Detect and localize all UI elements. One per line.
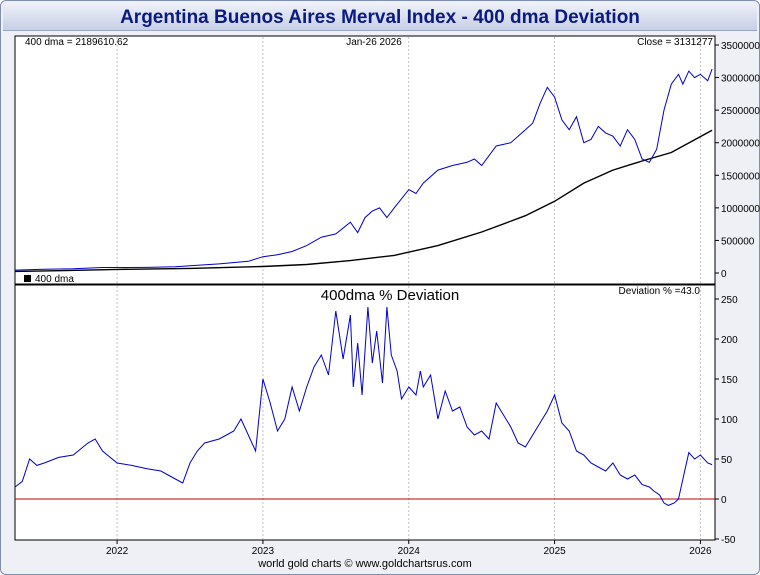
price-y-tick-label: 1000000 bbox=[721, 204, 760, 215]
deviation-y-tick-label: 150 bbox=[721, 375, 738, 386]
price-y-tick-label: 0 bbox=[721, 269, 727, 280]
deviation-y-axis: -50 0 50 100 150 200 250 bbox=[715, 295, 738, 546]
price-y-tick-label: 2000000 bbox=[721, 139, 760, 150]
dma-series-line bbox=[14, 129, 713, 273]
deviation-y-tick-label: -50 bbox=[721, 535, 736, 546]
price-y-tick-label: 3000000 bbox=[721, 74, 760, 85]
close-label: Close = 3131277 bbox=[637, 37, 713, 48]
x-tick-label: 2022 bbox=[106, 546, 129, 557]
x-tick-label: 2024 bbox=[398, 546, 421, 557]
price-y-tick-label: 500000 bbox=[721, 236, 755, 247]
x-tick-label: 2023 bbox=[252, 546, 275, 557]
deviation-value-label: Deviation % =43.0 bbox=[619, 286, 701, 297]
deviation-series-line bbox=[14, 306, 713, 506]
deviation-y-tick-label: 50 bbox=[721, 455, 733, 466]
price-series-line bbox=[14, 68, 713, 271]
date-label: Jan-26 2026 bbox=[346, 37, 402, 48]
footer-credit: world gold charts © www.goldchartsrus.co… bbox=[258, 558, 472, 570]
title-bar: Argentina Buenos Aires Merval Index - 40… bbox=[3, 3, 757, 31]
deviation-y-tick-label: 100 bbox=[721, 415, 738, 426]
price-panel bbox=[14, 35, 716, 285]
deviation-y-tick-label: 0 bbox=[721, 495, 727, 506]
deviation-y-tick-label: 200 bbox=[721, 335, 738, 346]
price-y-tick-label: 3500000 bbox=[721, 41, 760, 52]
price-y-tick-label: 2500000 bbox=[721, 106, 760, 117]
x-axis: 2022 2023 2024 2025 2026 bbox=[106, 540, 712, 557]
x-tick-label: 2026 bbox=[689, 546, 712, 557]
dma-value-label: 400 dma = 2189610.62 bbox=[25, 37, 129, 48]
chart-title: Argentina Buenos Aires Merval Index - 40… bbox=[120, 7, 640, 28]
black-square-icon bbox=[24, 275, 31, 282]
price-y-tick-label: 1500000 bbox=[721, 171, 760, 182]
x-tick-label: 2025 bbox=[543, 546, 566, 557]
deviation-title: 400dma % Deviation bbox=[321, 287, 459, 304]
price-grid bbox=[116, 37, 701, 283]
legend-dma: 400 dma bbox=[35, 274, 74, 285]
deviation-panel bbox=[14, 284, 716, 541]
price-y-axis: 0 500000 1000000 1500000 2000000 2500000 30000… bbox=[715, 41, 760, 280]
deviation-y-tick-label: 250 bbox=[721, 295, 738, 306]
